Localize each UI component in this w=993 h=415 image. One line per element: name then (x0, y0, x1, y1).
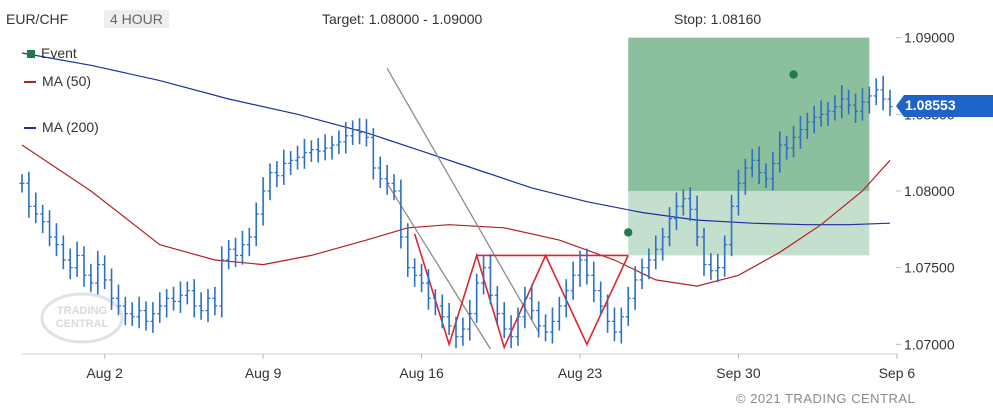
event-markers (624, 70, 798, 237)
legend-ma200-label: MA (200) (42, 119, 99, 135)
watermark-line2: CENTRAL (56, 318, 109, 330)
event-dot-0[interactable] (624, 228, 633, 237)
last-price-value: 1.08553 (905, 97, 956, 113)
channel-line-1 (386, 182, 491, 350)
ma50-line (21, 144, 891, 287)
copyright-text: © 2021 TRADING CENTRAL (736, 391, 916, 406)
x-tick-label-5: Sep 6 (879, 365, 916, 381)
x-tick-label-1: Aug 9 (245, 365, 282, 381)
target-label: Target: 1.08000 - 1.09000 (322, 11, 483, 27)
channel-lines (386, 67, 540, 350)
price-series (19, 76, 893, 349)
ma50-line-icon (24, 81, 36, 84)
timeframe-badge[interactable]: 4 HOUR (104, 10, 169, 28)
ma50-series (21, 144, 891, 287)
legend-ma50: MA (50) (24, 73, 91, 89)
event-square-icon (27, 50, 35, 59)
x-tick-label-0: Aug 2 (86, 365, 123, 381)
target-zone (628, 37, 870, 191)
legend-event: Event (24, 45, 77, 61)
x-tick-label-3: Aug 23 (558, 365, 603, 381)
watermark-line1: TRADING (57, 305, 107, 317)
x-tick-label-2: Aug 16 (399, 365, 444, 381)
last-price-tag (896, 95, 993, 117)
pattern-lines (413, 233, 629, 350)
stop-label: Stop: 1.08160 (674, 11, 762, 27)
channel-line-0 (386, 67, 540, 333)
legend-ma50-label: MA (50) (42, 73, 92, 89)
y-tick-label-4: 1.09000 (904, 30, 955, 46)
ma200-line (21, 52, 891, 226)
legend-ma200: MA (200) (24, 119, 99, 135)
ma200-series (21, 52, 891, 226)
y-tick-label-0: 1.07000 (904, 336, 955, 352)
ma200-line-icon (24, 127, 36, 130)
legend-event-label: Event (41, 45, 77, 61)
watermark-ring (40, 292, 124, 344)
event-dot-1[interactable] (789, 70, 798, 79)
y-tick-label-2: 1.08000 (904, 183, 955, 199)
symbol-label: EUR/CHF (6, 11, 69, 27)
y-tick-label-1: 1.07500 (904, 260, 955, 276)
x-tick-label-4: Sep 30 (716, 365, 761, 381)
target-stop-zones (628, 37, 870, 256)
pattern-zigzag (413, 233, 629, 350)
